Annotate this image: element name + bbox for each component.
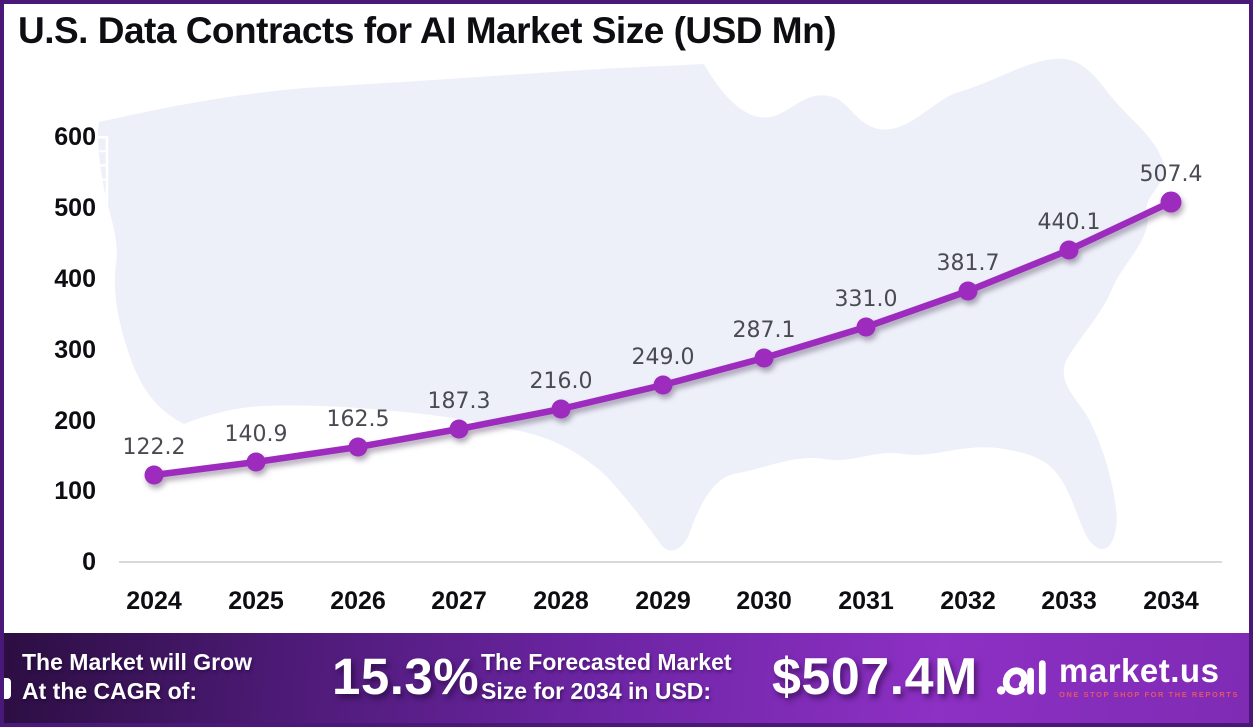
x-tick-2031: 2031 bbox=[838, 587, 894, 615]
page-title: U.S. Data Contracts for AI Market Size (… bbox=[18, 10, 837, 51]
data-point-markers bbox=[144, 191, 1182, 485]
x-tick-2026: 2026 bbox=[330, 587, 386, 615]
x-tick-2032: 2032 bbox=[940, 587, 996, 615]
forecast-label-line1: The Forecasted Market bbox=[481, 649, 732, 675]
cagr-value: 15.3% bbox=[332, 648, 480, 705]
market-size-line bbox=[150, 198, 1175, 479]
market-us-logo-icon bbox=[996, 659, 1046, 695]
x-tick-2028: 2028 bbox=[533, 587, 589, 615]
data-point-2027 bbox=[449, 419, 469, 439]
y-tick-400: 400 bbox=[54, 265, 96, 293]
brand-name: market.us bbox=[1059, 652, 1220, 689]
value-label-2029: 249.0 bbox=[631, 345, 695, 370]
value-label-2030: 287.1 bbox=[732, 318, 796, 343]
value-label-2032: 381.7 bbox=[936, 251, 1000, 276]
footer-left-notch bbox=[4, 678, 11, 699]
y-tick-500: 500 bbox=[54, 194, 96, 222]
forecast-label: The Forecasted Market Size for 2034 in U… bbox=[481, 648, 732, 706]
value-label-2025: 140.9 bbox=[224, 422, 288, 447]
x-tick-2029: 2029 bbox=[635, 587, 691, 615]
x-tick-2024: 2024 bbox=[126, 587, 182, 615]
y-tick-100: 100 bbox=[54, 477, 96, 505]
market-us-logo-text: market.us ONE STOP SHOP FOR THE REPORTS bbox=[1059, 654, 1239, 699]
data-point-2033 bbox=[1059, 240, 1079, 260]
y-tick-0: 0 bbox=[82, 548, 96, 576]
y-tick-200: 200 bbox=[54, 407, 96, 435]
data-point-2030 bbox=[754, 348, 774, 368]
value-label-2026: 162.5 bbox=[326, 407, 390, 432]
value-label-2034: 507.4 bbox=[1139, 162, 1203, 187]
value-label-2033: 440.1 bbox=[1037, 210, 1101, 235]
x-tick-2027: 2027 bbox=[431, 587, 487, 615]
data-point-2026 bbox=[348, 437, 368, 457]
brand-tagline: ONE STOP SHOP FOR THE REPORTS bbox=[1059, 690, 1239, 699]
data-point-2028 bbox=[551, 399, 571, 419]
data-point-2031 bbox=[856, 317, 876, 337]
value-label-2027: 187.3 bbox=[427, 389, 491, 414]
us-map-silhouette-icon bbox=[97, 58, 1165, 551]
y-tick-300: 300 bbox=[54, 336, 96, 364]
cagr-label: The Market will Grow At the CAGR of: bbox=[22, 648, 252, 706]
y-tick-600: 600 bbox=[54, 123, 96, 151]
x-tick-2033: 2033 bbox=[1041, 587, 1097, 615]
value-label-2028: 216.0 bbox=[529, 369, 593, 394]
data-point-2025 bbox=[246, 452, 266, 472]
forecast-label-line2: Size for 2034 in USD: bbox=[481, 678, 712, 704]
cagr-label-line2: At the CAGR of: bbox=[22, 678, 198, 704]
cagr-label-line1: The Market will Grow bbox=[22, 649, 253, 675]
data-point-2029 bbox=[653, 375, 673, 395]
data-point-2034 bbox=[1160, 191, 1182, 213]
forecast-value: $507.4M bbox=[772, 648, 978, 706]
data-point-2024 bbox=[144, 465, 164, 485]
market-us-logo: market.us ONE STOP SHOP FOR THE REPORTS bbox=[996, 654, 1239, 699]
x-tick-2034: 2034 bbox=[1143, 587, 1199, 615]
stats-footer-bar: The Market will Grow At the CAGR of: 15.… bbox=[4, 633, 1249, 723]
data-point-2032 bbox=[958, 281, 978, 301]
x-tick-2025: 2025 bbox=[228, 587, 284, 615]
value-label-2024: 122.2 bbox=[122, 435, 186, 460]
value-label-2031: 331.0 bbox=[834, 287, 898, 312]
x-tick-2030: 2030 bbox=[736, 587, 792, 615]
